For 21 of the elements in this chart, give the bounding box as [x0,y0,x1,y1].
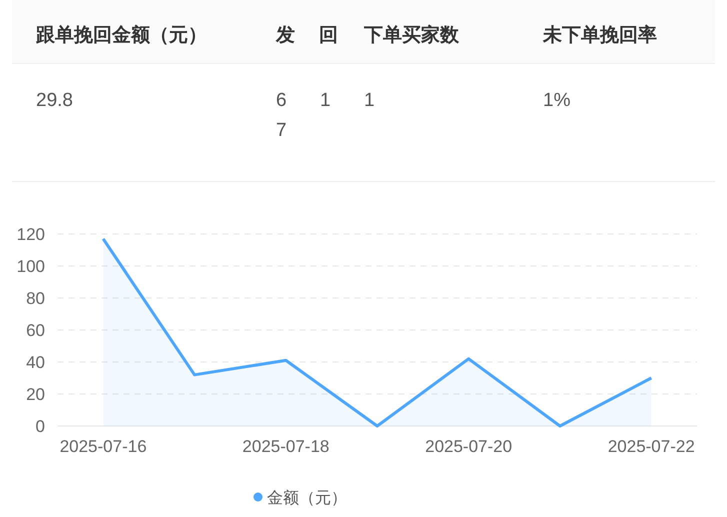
text: 1 [320,89,332,113]
y-tick-label: 120 [16,225,45,244]
y-tick-label: 80 [26,289,45,308]
text: 1% [543,89,572,113]
y-tick-label: 20 [26,385,45,404]
y-tick-label: 40 [26,353,45,372]
text: 29.8 [36,89,74,113]
text: 1 [364,89,376,113]
x-tick-label: 2025-07-16 [60,437,147,456]
x-tick-label: 2025-07-18 [242,437,330,456]
x-tick-label: 2025-07-22 [608,437,695,456]
text: 跟单挽回金额（元） [36,24,207,48]
y-tick-label: 60 [26,321,45,340]
text: 未下单挽回率 [543,24,657,48]
legend-label: 金额（元） [267,489,347,507]
text: 67 [276,89,288,143]
x-tick-label: 2025-07-20 [425,437,512,456]
text: 发回 [276,24,362,48]
y-tick-label: 0 [36,417,45,436]
y-tick-label: 100 [16,257,45,276]
text: 下单买家数 [364,24,459,48]
